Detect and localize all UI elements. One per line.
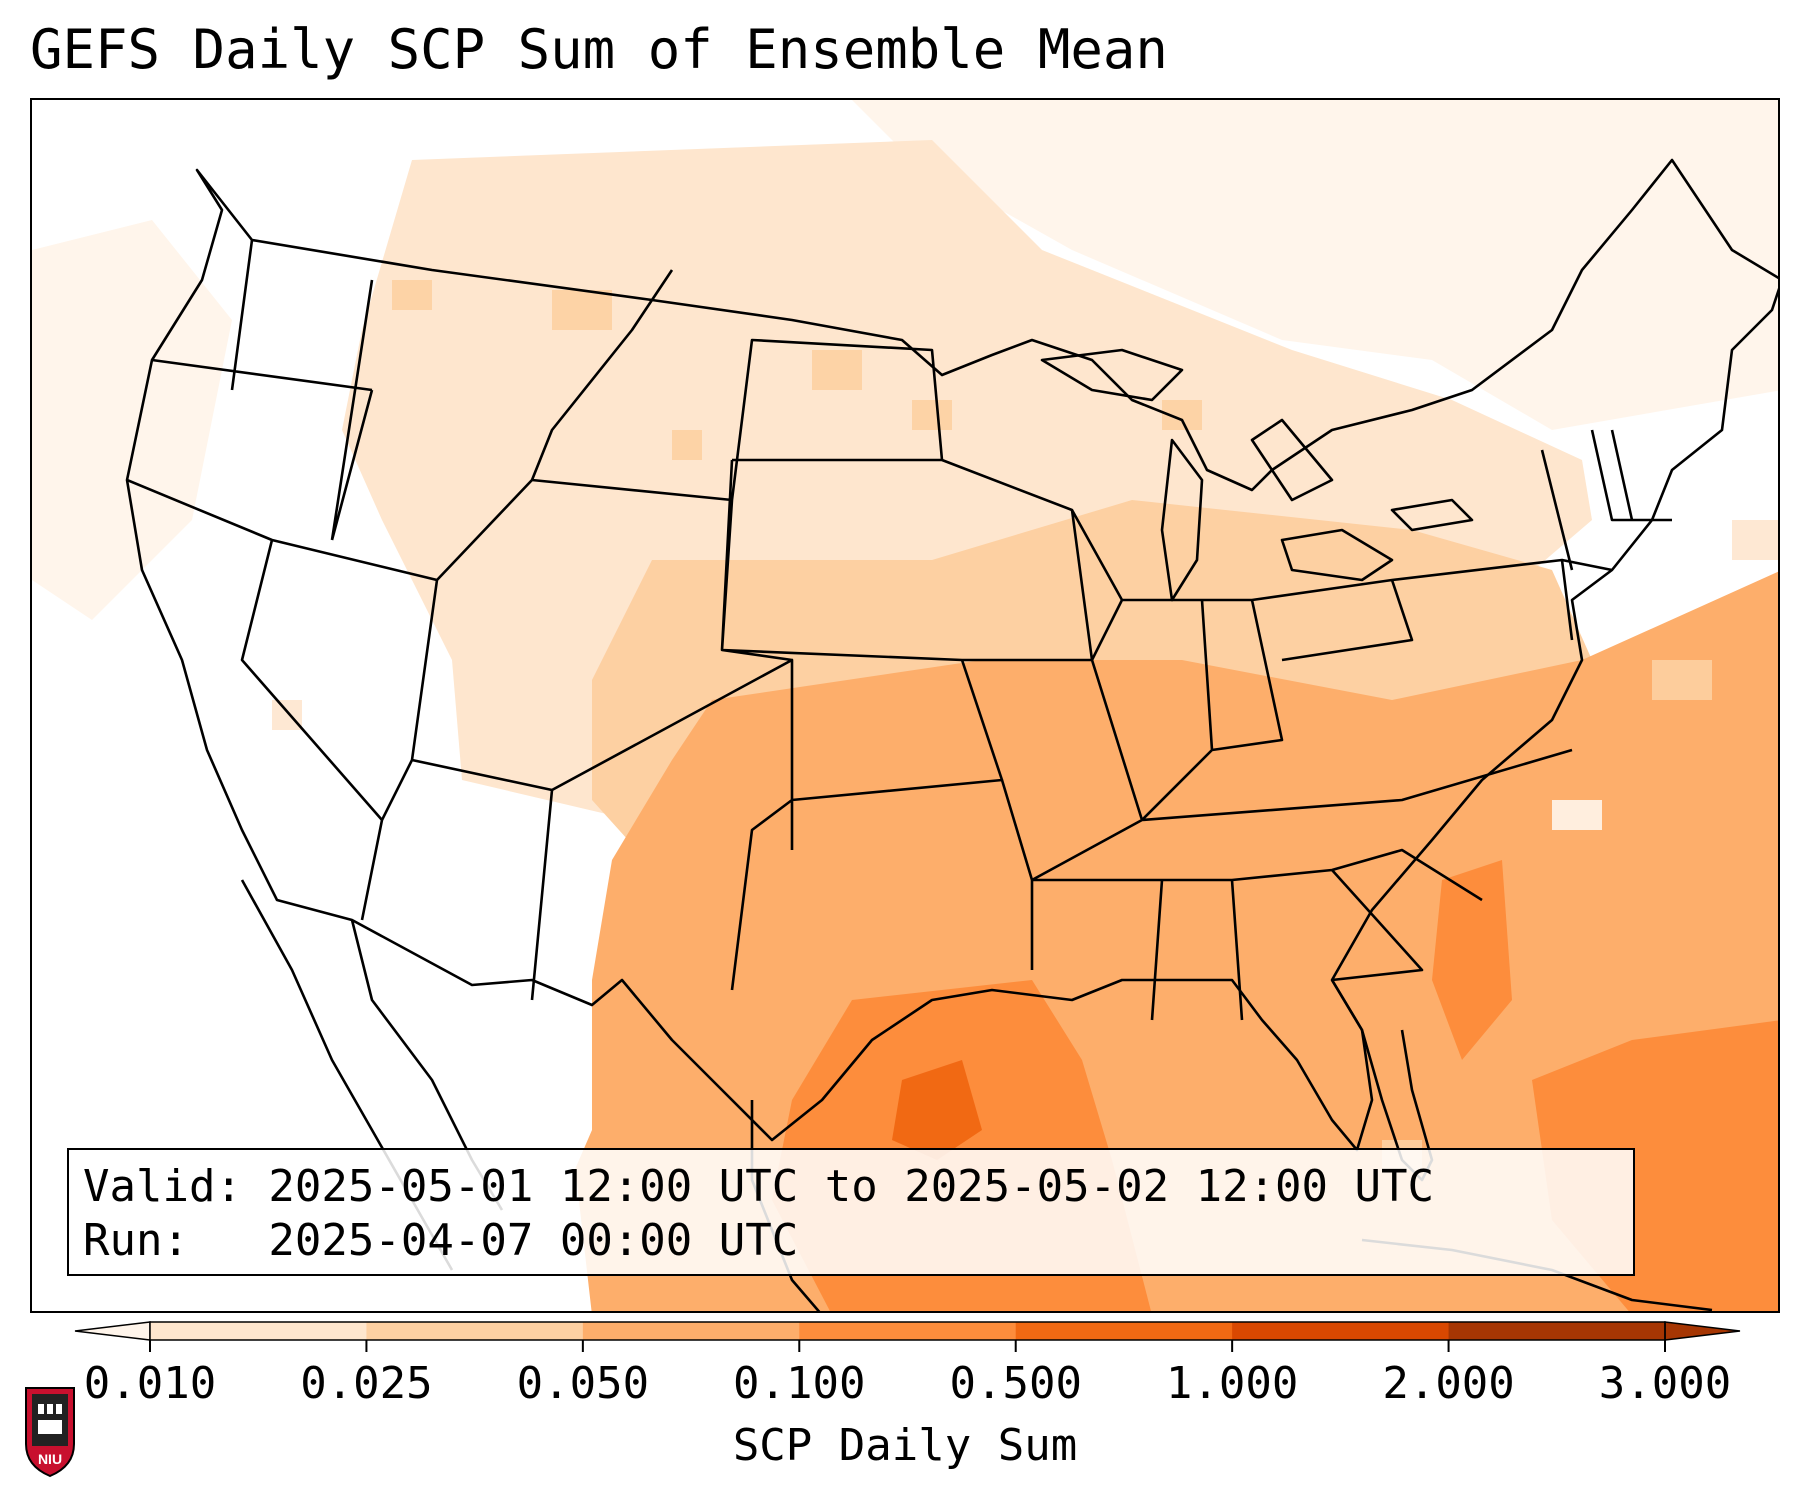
colorbar-tick-label: 0.010 xyxy=(83,1358,217,1409)
colorbar-ticks xyxy=(149,1340,1666,1352)
scp-region-high-east-coast xyxy=(1432,860,1512,1060)
great-lakes xyxy=(1040,348,1474,602)
run-info-box: Valid: 2025-05-01 12:00 UTC to 2025-05-0… xyxy=(67,1148,1635,1276)
valid-time-text: Valid: 2025-05-01 12:00 UTC to 2025-05-0… xyxy=(83,1161,1435,1212)
scp-region-lowest xyxy=(362,100,1778,430)
colorbar-extend-low xyxy=(74,1321,151,1341)
us-outline xyxy=(125,158,1778,1152)
map-panel xyxy=(30,98,1780,1313)
colorbar-tick-label: 1.000 xyxy=(1165,1358,1299,1409)
colorbar-segment xyxy=(582,1322,800,1340)
scp-region-lowest-west xyxy=(32,220,232,620)
state-borders xyxy=(126,239,1672,1021)
colorbar-tick-label: 2.000 xyxy=(1382,1358,1515,1409)
colorbar-tick-label: 0.025 xyxy=(300,1358,433,1409)
colorbar-tick-label: 0.100 xyxy=(733,1358,866,1409)
colorbar-outline xyxy=(149,1321,1666,1341)
svg-text:NIU: NIU xyxy=(38,1451,62,1467)
colorbar-segment xyxy=(1015,1322,1233,1340)
map-title: GEFS Daily SCP Sum of Ensemble Mean xyxy=(30,18,1168,81)
colorbar-tick-label: 0.500 xyxy=(949,1358,1082,1409)
colorbar-segments xyxy=(74,1321,1741,1341)
niu-logo: NIU xyxy=(25,1387,75,1478)
scp-region-highest xyxy=(892,1060,982,1160)
colorbar-tick-label: 3.000 xyxy=(1598,1358,1732,1409)
colorbar-segment xyxy=(1448,1322,1666,1340)
colorbar-segment xyxy=(799,1322,1017,1340)
colorbar-label: SCP Daily Sum xyxy=(732,1420,1078,1471)
colorbar-tick-label: 0.050 xyxy=(516,1358,650,1409)
colorbar-segment xyxy=(366,1322,584,1340)
colorbar-segment xyxy=(150,1322,367,1340)
scp-field-map xyxy=(32,100,1778,1311)
colorbar-extend-high xyxy=(1664,1321,1741,1341)
scp-grid-texture xyxy=(272,280,1778,1170)
run-time-text: Run: 2025-04-07 00:00 UTC xyxy=(83,1215,799,1266)
colorbar-segment xyxy=(1232,1322,1450,1340)
